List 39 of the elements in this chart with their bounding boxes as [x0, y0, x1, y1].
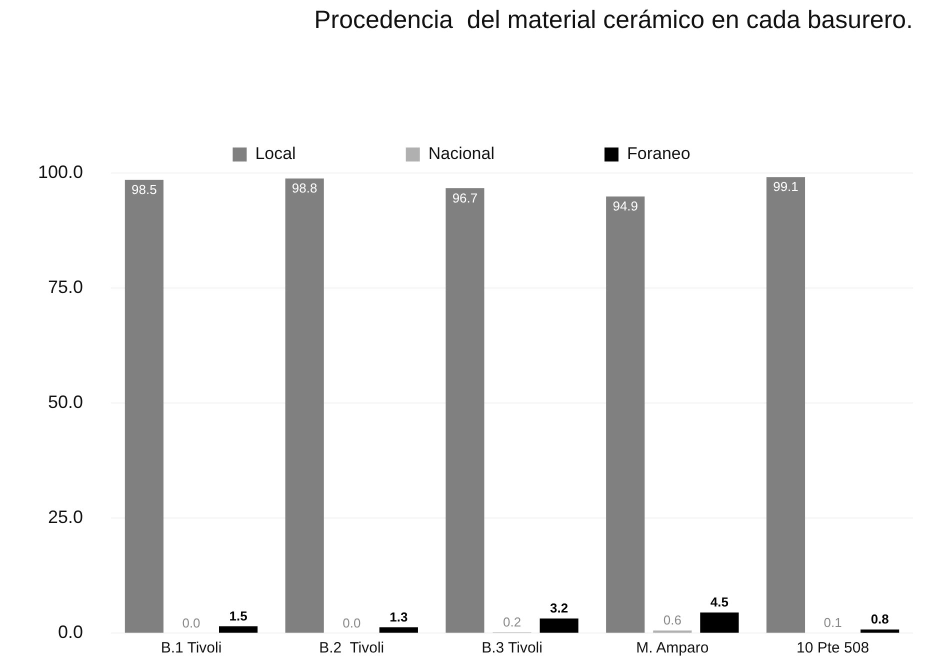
- data-label: 0.8: [870, 612, 889, 627]
- x-tick-label: B.1 Tivoli: [160, 639, 222, 656]
- data-label: 0.0: [182, 615, 200, 630]
- x-tick-label: B.2 Tivoli: [319, 639, 384, 656]
- y-tick-label: 100.0: [38, 162, 84, 182]
- data-label: 1.3: [390, 609, 408, 624]
- data-label: 0.6: [663, 612, 682, 628]
- bar: [379, 627, 418, 633]
- x-tick-label: B.3 Tivoli: [482, 639, 542, 656]
- data-label: 0.2: [502, 614, 522, 630]
- y-tick-label: 75.0: [48, 277, 84, 298]
- data-label: 96.7: [452, 190, 478, 206]
- bar: [285, 178, 324, 633]
- data-label: 99.1: [773, 179, 798, 194]
- data-label: 3.2: [550, 600, 568, 616]
- legend-label: Foraneo: [626, 144, 690, 164]
- bar: [446, 188, 484, 633]
- bar: [700, 612, 739, 633]
- bar: [540, 618, 578, 633]
- bar: [766, 177, 806, 633]
- x-tick-label: M. Amparo: [636, 639, 709, 656]
- bar: [606, 196, 645, 633]
- data-label: 98.8: [292, 180, 318, 196]
- legend-label: Local: [255, 144, 296, 164]
- y-tick-label: 0.0: [58, 622, 84, 642]
- data-label: 98.5: [132, 182, 157, 197]
- data-label: 94.9: [612, 198, 638, 214]
- data-label: 1.5: [229, 608, 248, 624]
- data-label: 4.5: [710, 594, 728, 610]
- y-tick-label: 25.0: [48, 507, 84, 528]
- chart-title: Procedencia del material cerámico en cada basurero.: [314, 6, 913, 34]
- data-label: 0.1: [824, 614, 842, 630]
- y-tick-label: 50.0: [48, 392, 84, 412]
- bar: [124, 180, 164, 633]
- bar: [219, 626, 258, 633]
- legend-label: Nacional: [428, 144, 494, 164]
- x-tick-label: 10 Pte 508: [796, 639, 870, 656]
- bar: [860, 630, 900, 633]
- data-label: 0.0: [342, 615, 361, 630]
